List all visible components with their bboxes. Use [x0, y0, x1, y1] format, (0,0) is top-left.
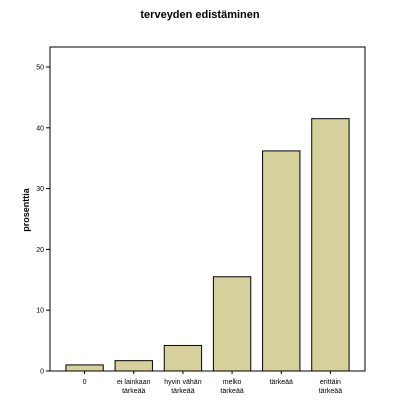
plot-area-frame	[49, 46, 366, 372]
x-tick-label: hyvin vähän	[164, 379, 201, 386]
x-tick-label: tärkeää	[122, 388, 145, 395]
bar	[65, 364, 104, 372]
bar	[212, 276, 252, 372]
x-tick-label: ei lainkaan	[117, 379, 151, 386]
bar-series	[65, 118, 350, 372]
y-axis-label: prosenttia	[21, 187, 31, 232]
x-tick-label: tärkeää	[220, 388, 243, 395]
bar	[114, 360, 153, 372]
bar	[163, 344, 203, 372]
x-axis: 0 ei lainkaan tärkeää hyvin vähän tärkeää mel…	[83, 371, 342, 395]
x-tick-label: tärkeää	[319, 388, 342, 395]
y-tick-label: 30	[36, 186, 44, 193]
x-tick-label: tärkeää	[171, 388, 194, 395]
y-tick-label: 40	[36, 125, 44, 132]
x-tick-label: melko	[223, 379, 242, 386]
chart-title: terveyden edistäminen	[140, 9, 259, 21]
y-axis: 0 10 20 30 40 50	[36, 65, 50, 376]
x-tick-label: tärkeää	[270, 379, 293, 386]
y-tick-label: 10	[36, 308, 44, 315]
x-tick-label: erittäin	[320, 379, 341, 386]
y-tick-label: 0	[40, 369, 44, 376]
y-tick-label: 20	[36, 247, 44, 254]
x-tick-label: 0	[83, 379, 87, 386]
bar	[311, 118, 350, 372]
y-tick-label: 50	[36, 65, 44, 72]
bar	[262, 150, 301, 372]
